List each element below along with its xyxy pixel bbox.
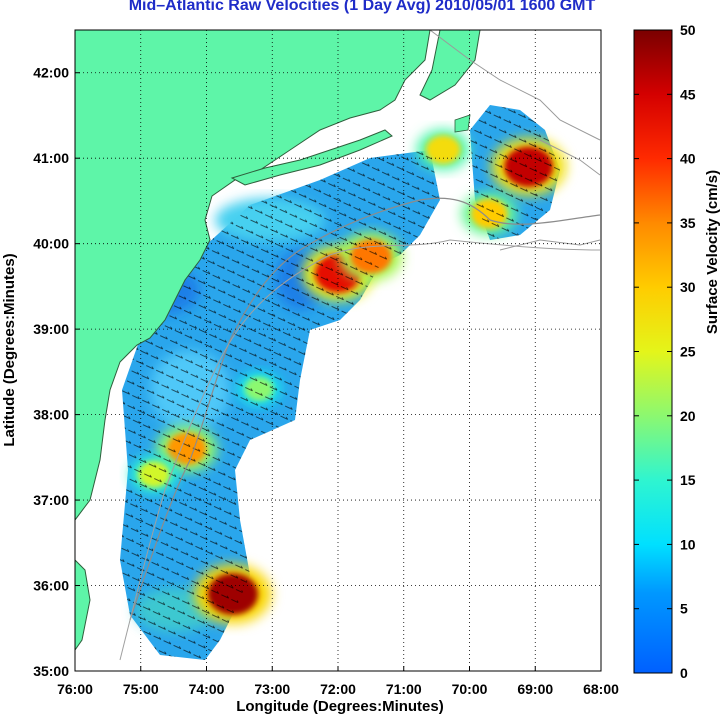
x-tick-label: 75:00 [123,681,159,697]
x-axis: 76:00 75:00 74:00 73:00 72:00 71:00 70:00 69:00… [57,666,619,697]
x-axis-label: Longitude (Degrees:Minutes) [236,698,444,714]
grid-lines [75,30,601,671]
y-tick-label: 37:00 [33,492,69,508]
colorbar-tick-label: 20 [680,408,696,424]
colorbar-tick-label: 15 [680,472,696,488]
contour-gulf-maine [429,30,601,141]
y-tick-label: 41:00 [33,150,69,166]
land-mainland [75,30,431,521]
colorbar [633,29,673,674]
y-tick-label: 36:00 [33,578,69,594]
x-tick-label: 70:00 [452,681,488,697]
x-tick-label: 69:00 [517,681,553,697]
x-tick-label: 73:00 [254,681,290,697]
colorbar-tick-label: 40 [680,151,696,167]
y-tick-label: 42:00 [33,65,69,81]
depth-contour [129,197,601,621]
y-tick-label: 39:00 [33,321,69,337]
x-tick-label: 76:00 [57,681,93,697]
colorbar-ticks: 0 5 10 15 20 25 30 35 40 45 50 [634,22,696,681]
land-new-england [419,30,481,101]
y-tick-label: 35:00 [33,663,69,679]
x-tick-label: 74:00 [189,681,225,697]
colorbar-tick-label: 5 [680,601,688,617]
colorbar-label: Surface Velocity (cm/s) [704,170,721,334]
x-tick-label: 71:00 [386,681,422,697]
y-axis: 35:00 36:00 37:00 38:00 39:00 40:00 41:00 42:00 [33,65,80,679]
y-tick-label: 40:00 [33,236,69,252]
contour-georges [499,139,601,251]
colorbar-tick-label: 30 [680,279,696,295]
colorbar-tick-label: 50 [680,22,696,38]
land-carolina [75,559,91,651]
colorbar-tick-label: 25 [680,344,696,360]
colorbar-tick-label: 0 [680,665,688,681]
x-tick-label: 68:00 [583,681,619,697]
x-tick-label: 72:00 [320,681,356,697]
depth-contour-outer [119,239,601,661]
chart-title: Mid–Atlantic Raw Velocities (1 Day Avg) … [128,0,596,14]
colorbar-tick-label: 10 [680,536,696,552]
colorbar-tick-label: 45 [680,86,696,102]
colorbar-tick-label: 35 [680,215,696,231]
current-vectors [120,150,440,660]
y-tick-label: 38:00 [33,407,69,423]
land-island [454,114,471,133]
land-long-island [230,129,393,186]
y-axis-label: Latitude (Degrees:Minutes) [1,253,18,446]
current-vectors-north [470,105,560,240]
